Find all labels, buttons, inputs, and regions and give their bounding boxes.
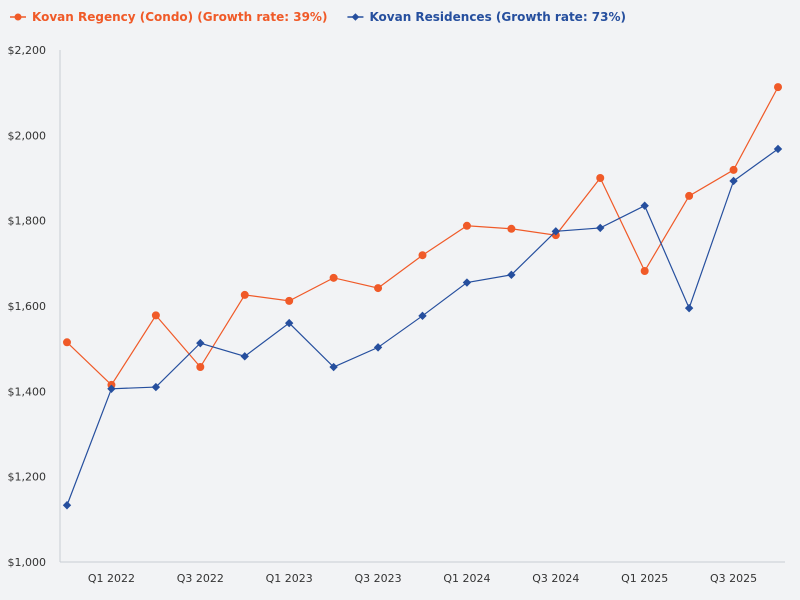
data-point[interactable] xyxy=(107,384,116,393)
data-point[interactable] xyxy=(374,284,383,293)
series-line xyxy=(66,86,779,386)
series-line xyxy=(66,148,779,506)
data-point[interactable] xyxy=(240,352,249,361)
x-axis: Q1 2022 Q3 2022 Q1 2023 Q3 2023 Q1 2024 Q3 20… xyxy=(60,561,785,585)
data-point[interactable] xyxy=(284,318,294,328)
legend-label: Kovan Regency (Condo) (Growth rate: 39%) xyxy=(32,10,327,24)
data-point[interactable] xyxy=(240,290,249,299)
legend-item-1[interactable]: Kovan Regency (Condo) (Growth rate: 39%) xyxy=(10,10,327,24)
legend: Kovan Regency (Condo) (Growth rate: 39%)… xyxy=(10,10,626,24)
data-point[interactable] xyxy=(462,221,471,230)
data-point[interactable] xyxy=(685,191,694,200)
y-tick-label: $1,200 xyxy=(8,471,47,484)
x-tick-label: Q1 2023 xyxy=(266,572,313,585)
x-tick-label: Q1 2025 xyxy=(621,572,668,585)
series-1 xyxy=(63,83,782,389)
data-point[interactable] xyxy=(196,338,205,348)
series-2 xyxy=(62,144,783,510)
y-tick-label: $2,000 xyxy=(8,129,47,142)
y-tick-label: $2,200 xyxy=(8,44,47,57)
data-point[interactable] xyxy=(729,176,738,186)
data-point[interactable] xyxy=(507,224,516,233)
data-point[interactable] xyxy=(62,501,72,510)
legend-marker xyxy=(351,13,360,21)
x-tick-label: Q3 2023 xyxy=(354,572,401,585)
data-point[interactable] xyxy=(373,343,383,352)
data-point[interactable] xyxy=(196,363,205,372)
data-point[interactable] xyxy=(640,267,649,276)
x-tick-label: Q1 2024 xyxy=(443,572,490,585)
data-point[interactable] xyxy=(774,83,782,92)
x-tick-label: Q1 2022 xyxy=(88,572,135,585)
x-tick-label: Q3 2025 xyxy=(710,572,757,585)
data-point[interactable] xyxy=(151,382,161,392)
data-point[interactable] xyxy=(329,362,338,372)
data-point[interactable] xyxy=(596,223,605,233)
y-tick-label: $1,400 xyxy=(8,385,47,398)
y-tick-label: $1,600 xyxy=(8,300,47,313)
legend-item-2[interactable]: Kovan Residences (Growth rate: 73%) xyxy=(347,10,626,24)
y-axis: $1,000 $1,200 $1,400 $1,600 $1,800 $2,000 $2,2… xyxy=(8,44,61,569)
plot-area xyxy=(62,83,783,510)
y-tick-label: $1,800 xyxy=(8,215,47,228)
legend-label: Kovan Residences (Growth rate: 73%) xyxy=(369,10,626,24)
data-point[interactable] xyxy=(596,174,605,182)
data-point[interactable] xyxy=(462,278,472,287)
data-point[interactable] xyxy=(507,270,516,280)
data-point[interactable] xyxy=(63,338,71,347)
data-point[interactable] xyxy=(329,273,338,282)
data-point[interactable] xyxy=(285,296,294,305)
data-point[interactable] xyxy=(773,144,783,154)
legend-marker xyxy=(14,13,22,21)
data-point[interactable] xyxy=(551,227,561,236)
data-point[interactable] xyxy=(729,165,738,174)
y-tick-label: $1,000 xyxy=(8,556,47,569)
data-point[interactable] xyxy=(684,303,694,313)
data-point[interactable] xyxy=(151,311,160,320)
data-point[interactable] xyxy=(418,251,427,260)
data-point[interactable] xyxy=(418,311,427,321)
x-tick-label: Q3 2024 xyxy=(532,572,579,585)
data-point[interactable] xyxy=(640,201,649,210)
x-tick-label: Q3 2022 xyxy=(177,572,224,585)
